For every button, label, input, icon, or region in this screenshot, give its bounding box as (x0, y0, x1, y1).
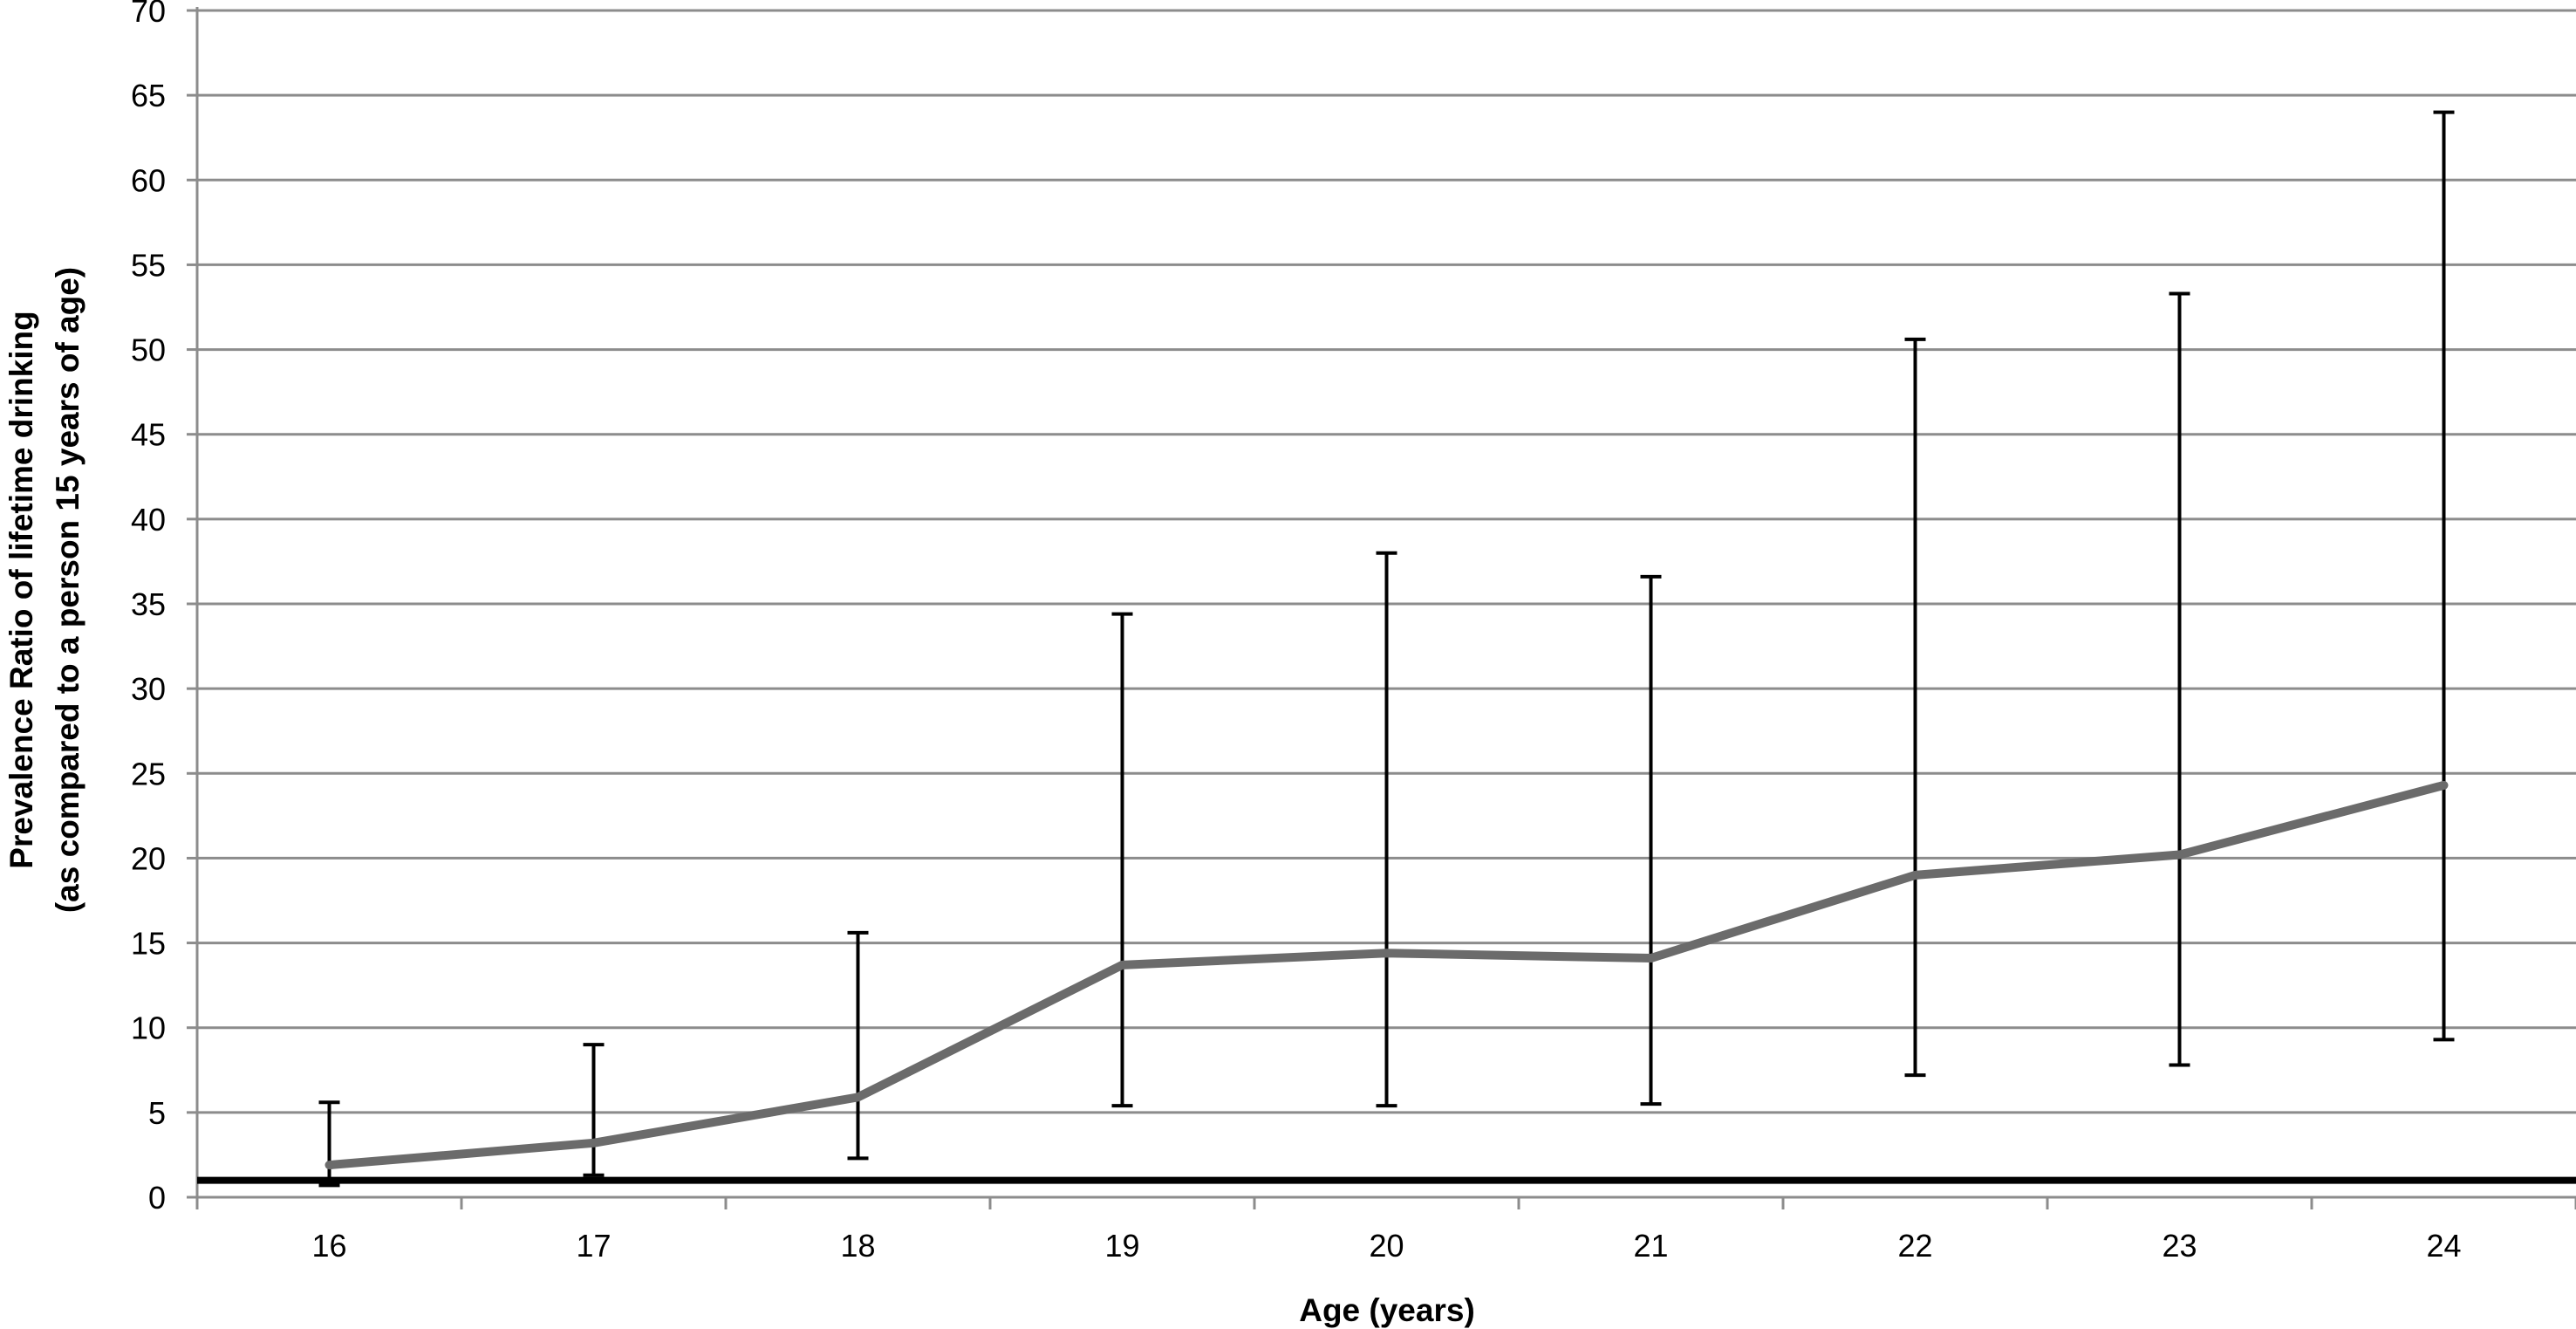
y-tick-label: 40 (131, 502, 166, 538)
y-tick-label: 45 (131, 417, 166, 453)
x-axis-title: Age (years) (1299, 1292, 1475, 1328)
y-axis-title-line-1: Prevalence Ratio of lifetime drinking (3, 311, 39, 868)
x-axis-ticks: 16 17 18 19 20 21 22 23 24 (195, 1197, 2576, 1264)
error-bars (318, 110, 2455, 1188)
y-tick-label: 70 (131, 0, 166, 29)
series-line (325, 780, 2449, 1170)
y-tick-label: 5 (148, 1095, 166, 1131)
y-tick-label: 55 (131, 247, 166, 283)
y-tick-label: 60 (131, 162, 166, 198)
y-axis-title: Prevalence Ratio of lifetime drinking (a… (3, 267, 85, 913)
y-tick-label: 25 (131, 756, 166, 791)
y-tick-label: 0 (148, 1180, 166, 1216)
x-tick-label: 16 (311, 1228, 346, 1264)
y-tick-label: 15 (131, 926, 166, 962)
y-tick-label: 65 (131, 78, 166, 113)
x-tick-label: 22 (1897, 1228, 1932, 1264)
y-tick-label: 50 (131, 332, 166, 368)
x-tick-label: 21 (1633, 1228, 1668, 1264)
y-axis-ticks: 0 5 10 15 20 25 30 35 40 45 50 55 60 65 70 (131, 0, 197, 1216)
x-tick-label: 20 (1369, 1228, 1404, 1264)
x-tick-label: 17 (576, 1228, 611, 1264)
y-tick-label: 30 (131, 671, 166, 707)
y-tick-label: 20 (131, 840, 166, 876)
x-tick-label: 18 (840, 1228, 875, 1264)
x-tick-label: 24 (2426, 1228, 2461, 1264)
y-tick-label: 35 (131, 586, 166, 622)
y-tick-label: 10 (131, 1010, 166, 1046)
y-axis-title-line-2: (as compared to a person 15 years of age… (50, 267, 85, 913)
x-tick-label: 19 (1104, 1228, 1139, 1264)
x-tick-label: 23 (2162, 1228, 2197, 1264)
